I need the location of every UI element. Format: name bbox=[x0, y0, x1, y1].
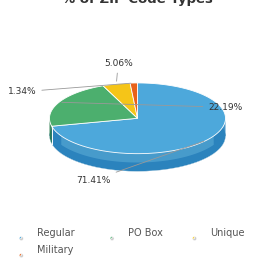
PathPatch shape bbox=[50, 86, 138, 126]
Text: 71.41%: 71.41% bbox=[76, 141, 204, 185]
PathPatch shape bbox=[52, 83, 226, 154]
Text: % of ZIP Code Types: % of ZIP Code Types bbox=[62, 0, 213, 5]
Text: Unique: Unique bbox=[210, 228, 245, 238]
PathPatch shape bbox=[103, 83, 138, 118]
Text: PO Box: PO Box bbox=[128, 228, 163, 238]
PathPatch shape bbox=[130, 83, 138, 118]
Polygon shape bbox=[61, 136, 214, 162]
Text: 5.06%: 5.06% bbox=[104, 58, 133, 81]
Text: 1.34%: 1.34% bbox=[8, 83, 131, 96]
Text: Military: Military bbox=[37, 245, 73, 255]
Polygon shape bbox=[50, 118, 52, 144]
Ellipse shape bbox=[50, 101, 225, 171]
Text: Regular: Regular bbox=[37, 228, 75, 238]
Text: 22.19%: 22.19% bbox=[62, 102, 243, 112]
Polygon shape bbox=[52, 119, 226, 171]
